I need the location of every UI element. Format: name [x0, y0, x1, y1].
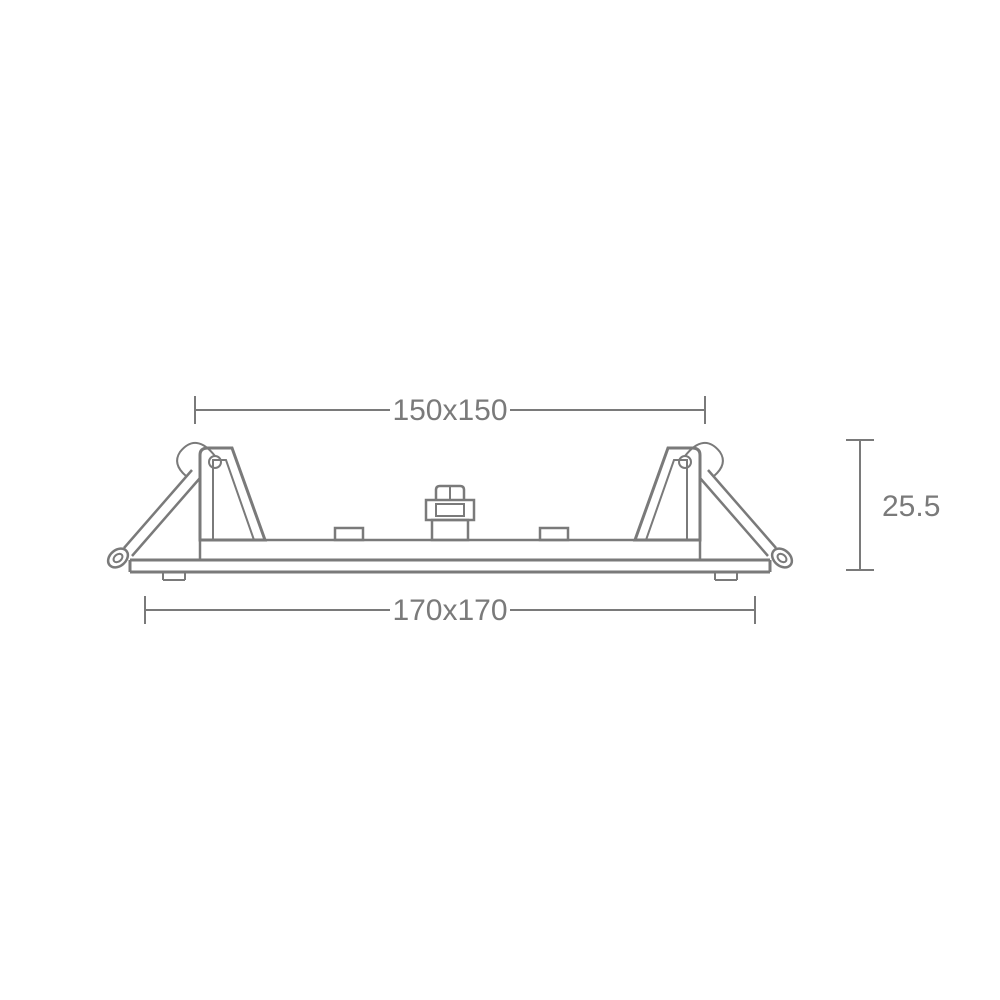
- inner-body: [200, 540, 700, 560]
- tab-right: [540, 528, 568, 540]
- tower-right: [635, 448, 700, 540]
- center-connector: [426, 486, 474, 540]
- tab-left: [335, 528, 363, 540]
- dimension-top: 150x150: [195, 392, 705, 428]
- dimension-top-label: 150x150: [392, 394, 507, 427]
- dimension-bottom-label: 170x170: [392, 594, 507, 627]
- technical-drawing: 150x150 170x170 25.5: [0, 0, 1000, 1000]
- dimension-bottom: 170x170: [145, 592, 755, 628]
- spring-arm-left: [104, 443, 215, 571]
- tower-left: [200, 448, 265, 540]
- dimension-right: 25.5: [846, 440, 940, 570]
- base-flange: [130, 560, 770, 580]
- dimension-right-label: 25.5: [882, 490, 940, 523]
- fixture-side-view: [104, 443, 795, 580]
- spring-arm-right: [685, 443, 796, 571]
